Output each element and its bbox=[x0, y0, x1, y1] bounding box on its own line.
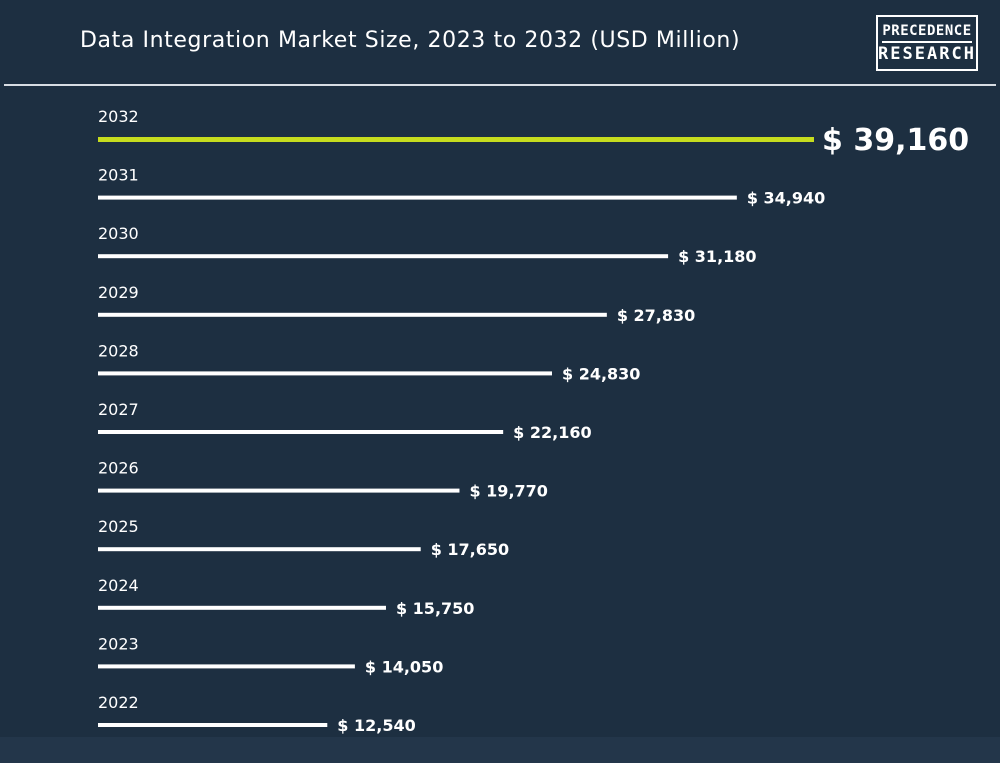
year-label-2022: 2022 bbox=[98, 693, 139, 712]
value-label-2026: $ 19,770 bbox=[469, 482, 547, 501]
value-label-2025: $ 17,650 bbox=[431, 540, 509, 559]
bar-2022 bbox=[98, 723, 328, 727]
chart-title: Data Integration Market Size, 2023 to 20… bbox=[80, 28, 741, 53]
bar-2032 bbox=[98, 137, 814, 142]
bar-2031 bbox=[98, 195, 737, 200]
value-label-2029: $ 27,830 bbox=[617, 306, 695, 325]
value-label-2030: $ 31,180 bbox=[678, 247, 756, 266]
bar-2024 bbox=[98, 605, 386, 610]
bar-2029 bbox=[98, 312, 607, 317]
year-label-2025: 2025 bbox=[98, 517, 139, 536]
year-label-2030: 2030 bbox=[98, 224, 139, 243]
value-label-2022: $ 12,540 bbox=[337, 716, 415, 735]
logo-line-2: RESEARCH bbox=[878, 43, 976, 64]
bar-2027 bbox=[98, 430, 504, 434]
bar-2030 bbox=[98, 254, 669, 259]
value-label-2032: $ 39,160 bbox=[822, 123, 969, 158]
year-label-2032: 2032 bbox=[98, 107, 139, 126]
value-label-2028: $ 24,830 bbox=[562, 364, 640, 383]
bar-2023 bbox=[98, 664, 355, 669]
value-label-2027: $ 22,160 bbox=[513, 423, 591, 442]
bar-2028 bbox=[98, 371, 552, 376]
bar-2026 bbox=[98, 488, 460, 493]
value-label-2031: $ 34,940 bbox=[747, 189, 825, 208]
year-label-2026: 2026 bbox=[98, 459, 139, 478]
bottom-edge bbox=[0, 737, 1000, 763]
year-label-2031: 2031 bbox=[98, 166, 139, 185]
year-label-2027: 2027 bbox=[98, 400, 139, 419]
header-divider bbox=[4, 84, 996, 86]
year-label-2029: 2029 bbox=[98, 283, 139, 302]
year-label-2028: 2028 bbox=[98, 341, 139, 360]
precedence-research-logo: PRECEDENCE RESEARCH bbox=[876, 15, 978, 71]
value-label-2024: $ 15,750 bbox=[396, 599, 474, 618]
year-label-2024: 2024 bbox=[98, 576, 139, 595]
bar-2025 bbox=[98, 547, 421, 552]
logo-line-1: PRECEDENCE bbox=[882, 24, 972, 43]
value-label-2023: $ 14,050 bbox=[365, 657, 443, 676]
year-label-2023: 2023 bbox=[98, 634, 139, 653]
